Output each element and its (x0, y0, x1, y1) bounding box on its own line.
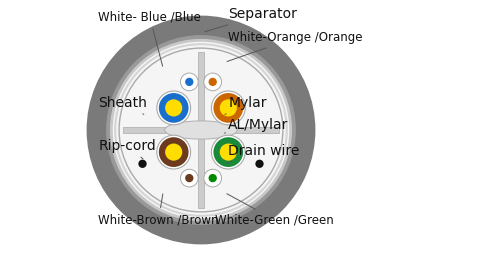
Circle shape (138, 160, 147, 168)
Circle shape (111, 40, 291, 220)
Circle shape (255, 160, 264, 168)
Circle shape (165, 144, 182, 161)
Circle shape (106, 35, 296, 225)
Text: Rip-cord: Rip-cord (98, 139, 156, 159)
Circle shape (86, 16, 315, 244)
Circle shape (220, 99, 237, 116)
Circle shape (211, 135, 245, 169)
Bar (198, 52, 204, 208)
Text: White-Orange /Orange: White-Orange /Orange (227, 31, 363, 61)
Bar (123, 127, 279, 133)
Circle shape (157, 91, 191, 125)
Ellipse shape (165, 121, 238, 139)
Text: Mylar: Mylar (225, 96, 267, 114)
Circle shape (180, 73, 198, 91)
Circle shape (180, 169, 198, 187)
Circle shape (208, 174, 217, 182)
Circle shape (211, 91, 245, 125)
Circle shape (159, 93, 189, 123)
Circle shape (185, 174, 193, 182)
Circle shape (214, 137, 243, 167)
Circle shape (204, 73, 222, 91)
Circle shape (165, 99, 182, 116)
Text: White-Brown /Brown: White-Brown /Brown (98, 194, 219, 226)
Text: White-Green /Green: White-Green /Green (216, 194, 334, 226)
Circle shape (208, 78, 217, 86)
Circle shape (157, 135, 191, 169)
Circle shape (204, 169, 222, 187)
Text: White- Blue /Blue: White- Blue /Blue (98, 10, 201, 66)
Text: AL/Mylar: AL/Mylar (225, 118, 288, 133)
Text: Sheath: Sheath (98, 96, 147, 114)
Circle shape (214, 93, 243, 123)
Circle shape (159, 137, 189, 167)
Circle shape (220, 144, 237, 161)
Circle shape (185, 78, 193, 86)
Text: Separator: Separator (205, 7, 297, 32)
Text: Drain wire: Drain wire (227, 144, 300, 163)
